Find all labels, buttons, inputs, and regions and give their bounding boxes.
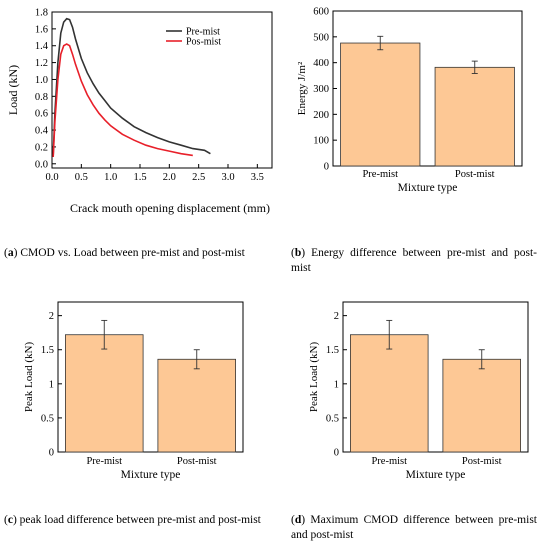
y-tick-label: 1.8 [35,8,48,19]
y-tick-label: 1.6 [35,24,48,35]
y-tick-label: 300 [313,84,329,95]
y-axis-label: Peak Load (kN) [23,342,35,413]
x-tick-label: 2.5 [192,172,205,183]
y-tick-label: 0.6 [35,109,48,120]
y-tick-label: 0.8 [35,92,48,103]
x-tick-label: 1.0 [104,172,117,183]
y-tick-label: 0.2 [35,142,48,153]
x-tick-label: 2.0 [163,172,176,183]
bar-pre-mist [349,334,429,453]
y-tick-label: 500 [313,32,329,43]
x-tick-label: Pre-mist [86,456,122,467]
y-tick-label: 0 [49,448,54,459]
y-tick-label: 0.5 [41,413,54,424]
y-tick-label: 1.2 [35,58,48,69]
y-tick-label: 200 [313,110,329,121]
y-tick-label: 1.4 [35,41,49,52]
y-tick-label: 600 [313,7,329,18]
y-tick-label: 1.5 [326,345,339,356]
y-tick-label: 100 [313,136,329,147]
legend-label: Pre-mist [186,27,220,38]
x-axis-label: Mixture type [121,469,181,481]
bar-post-mist [157,358,236,453]
x-tick-label: Post-mist [177,456,217,467]
plot-frame [57,301,244,453]
x-tick-label: 0.5 [75,172,88,183]
y-axis-label: Peak Load (kN) [308,342,320,413]
x-axis-label: Mixture type [398,182,458,194]
x-tick-label: 0.0 [45,172,58,183]
plot-frame [342,301,529,453]
x-tick-label: Post-mist [455,169,495,180]
x-tick-label: Pre-mist [371,456,407,467]
series-line-pre-mist [52,17,211,156]
y-tick-label: 0.4 [35,126,49,137]
x-tick-label: Pre-mist [362,169,398,180]
y-tick-label: 0 [334,448,339,459]
caption-b: (b) Energy difference between pre-mist a… [291,247,537,274]
bar-pre-mist [340,42,421,167]
y-axis-label: Load (kN) [6,65,20,115]
y-tick-label: 1 [334,379,339,390]
series-line-pos-mist [52,43,193,158]
y-tick-label: 1.5 [41,345,54,356]
x-axis-label: Mixture type [406,469,466,481]
bar-post-mist [442,358,521,453]
bar-post-mist [434,66,515,167]
plot-frame [51,11,273,169]
y-axis-label: Energy J/m² [296,61,308,115]
x-tick-label: 3.0 [221,172,234,183]
legend-label: Pos-mist [186,37,221,48]
caption-a: (a) CMOD vs. Load between pre-mist and p… [4,247,245,259]
caption-c: (c) peak load difference between pre-mis… [4,514,261,526]
x-tick-label: Post-mist [462,456,502,467]
x-tick-label: 1.5 [133,172,146,183]
y-tick-label: 2 [334,311,339,322]
y-tick-label: 0.5 [326,413,339,424]
y-tick-label: 2 [49,311,54,322]
y-tick-label: 0 [324,162,329,173]
y-tick-label: 1 [49,379,54,390]
x-tick-label: 3.5 [251,172,264,183]
x-axis-label: Crack mouth opening displacement (mm) [70,201,270,215]
y-tick-label: 1.0 [35,75,48,86]
caption-d: (d) Maximum CMOD difference between pre-… [291,514,537,541]
y-tick-label: 0.0 [35,159,48,170]
y-tick-label: 400 [313,58,329,69]
